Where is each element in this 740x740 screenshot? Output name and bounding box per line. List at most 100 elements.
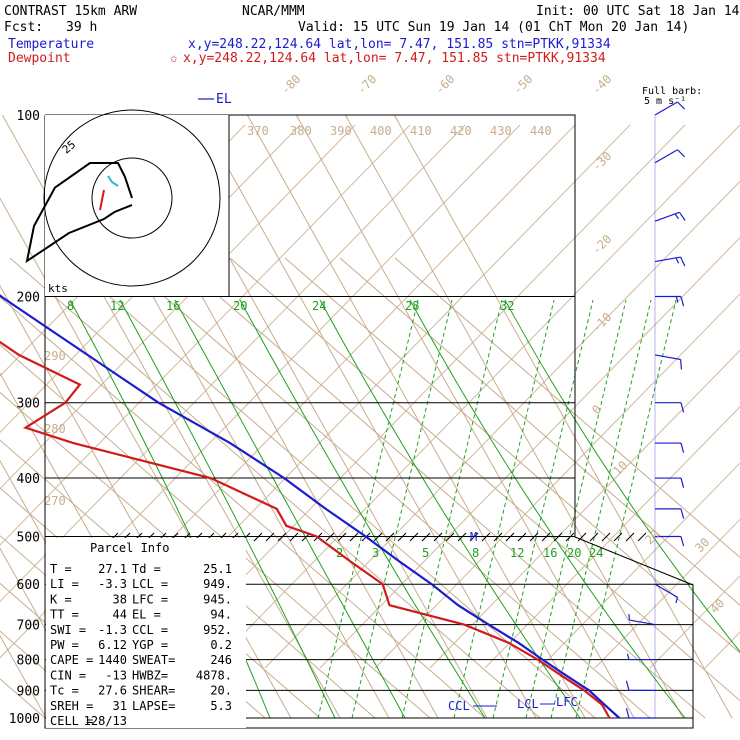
theta-line--2 — [0, 124, 466, 603]
parcel-key-right: LCL = — [132, 577, 168, 591]
theta-line--3 — [0, 124, 411, 546]
wind-barb-flag-150 — [678, 211, 686, 221]
hatch-mark — [385, 532, 395, 542]
pressure-label-300: 300 — [17, 397, 40, 412]
theta-line-5 — [319, 236, 740, 669]
valid-time: Valid: 15 UTC Sun 19 Jan 14 (01 ChT Mon … — [298, 20, 689, 35]
dry-adiabat-15 — [339, 257, 740, 606]
isotherm-label--80: -80 — [278, 72, 303, 97]
dry-adiabat-1 — [0, 630, 101, 719]
pressure-label-500: 500 — [17, 530, 40, 545]
star-icon: ✩ — [170, 51, 178, 66]
parcel-value-left: -13 — [105, 668, 127, 682]
wind-barb-flag-400 — [680, 477, 685, 488]
moist-adiabat-1 — [119, 299, 336, 719]
theta-label-420: 420 — [450, 124, 472, 138]
parcel-info-background — [46, 538, 246, 728]
parcel-key-right: HWBZ= — [132, 668, 168, 682]
hatch-mark — [541, 532, 551, 542]
hatch-mark — [493, 532, 503, 542]
mixing-ratio-line-4 — [492, 299, 594, 719]
wind-barb-staff-700 — [629, 619, 656, 626]
pressure-label-700: 700 — [17, 619, 40, 634]
full-barb-label: Full barb: — [642, 86, 702, 97]
wind-barb-flag-1000 — [625, 708, 630, 719]
moist-adiabat-2 — [174, 299, 406, 719]
wind-barb-flag-900 — [625, 680, 630, 691]
parcel-value-left: 27.6 — [98, 684, 127, 698]
parcel-key-right: YGP = — [132, 638, 168, 652]
hatch-mark — [397, 532, 407, 542]
parcel-value-left: 38 — [113, 592, 127, 606]
parcel-key-right: EL = — [132, 608, 161, 622]
hodograph-outer-ring — [43, 109, 221, 287]
hatch-mark — [253, 532, 263, 542]
wind-barb-flag-200 — [675, 296, 679, 303]
fcst-value: 39 h — [66, 20, 97, 35]
theta-label-370: 370 — [247, 124, 269, 138]
parcel-value-left: 27.1 — [98, 562, 127, 576]
isotherm-50 — [393, 114, 733, 719]
parcel-key-left: SWI = — [50, 623, 86, 637]
wind-barb-staff-100 — [654, 101, 678, 116]
hatch-mark — [409, 532, 419, 542]
mixing-ratio-line-5 — [525, 299, 627, 719]
parcel-key-left: CIN = — [50, 668, 86, 682]
wind-barb-flag-200 — [680, 296, 685, 307]
model-title: CONTRAST 15km ARW — [4, 4, 137, 19]
hatch-mark — [469, 532, 479, 542]
hatch-mark — [577, 532, 587, 542]
mixing-ratio-lower-label-24: 24 — [589, 546, 603, 560]
el-legend-label: EL — [216, 92, 232, 107]
mixing-ratio-line-3 — [453, 299, 555, 719]
wind-barb-flag-600 — [675, 597, 679, 604]
wind-barb-flag-120 — [677, 149, 686, 158]
parcel-value-right: 0.2 — [210, 638, 232, 652]
parcel-value-left: 44 — [113, 608, 127, 622]
center-title: NCAR/MMM — [242, 4, 305, 19]
isotherm-label--70: -70 — [354, 72, 379, 97]
theta-line-8 — [484, 406, 740, 669]
hatch-mark — [289, 532, 299, 542]
parcel-value-left: -1.3 — [98, 623, 127, 637]
hatch-mark — [565, 532, 575, 542]
lfc-marker: LFC — [556, 695, 578, 709]
dewpoint-location: x,y=248.22,124.64 lat,lon= 7.47, 151.85 … — [183, 51, 606, 66]
hodograph-surface-trace — [99, 189, 105, 211]
wind-barb-flag-500 — [680, 536, 685, 547]
parcel-info-title: Parcel Info — [90, 541, 169, 555]
mixing-ratio-line-0 — [317, 299, 419, 719]
isotherm-label--20: -20 — [589, 232, 614, 257]
pressure-label-1000: 1000 — [9, 712, 40, 727]
isotherm-label--50: -50 — [510, 72, 535, 97]
dry-adiabat-14 — [284, 257, 740, 654]
mixing-ratio-lower-label-20: 20 — [567, 546, 581, 560]
el-marker: M — [470, 530, 477, 544]
hatch-mark — [517, 532, 527, 542]
hatch-mark — [481, 532, 491, 542]
moist-adiabat-3 — [239, 299, 486, 719]
theta-label-290: 290 — [44, 349, 66, 363]
wind-barb-flag-175 — [680, 256, 686, 267]
ccl-marker: CCL — [448, 699, 470, 713]
dewpoint-legend: Dewpoint — [8, 51, 71, 66]
parcel-key-left: PW = — [50, 638, 79, 652]
hodograph-trace — [25, 162, 133, 264]
mixing-ratio-line-6 — [550, 299, 652, 719]
dry-adiabat-16 — [394, 257, 740, 559]
mixing-ratio-line-7 — [575, 299, 677, 719]
isotherm-30 — [295, 114, 635, 719]
hatch-mark — [601, 532, 611, 542]
parcel-key-left: Tc = — [50, 684, 79, 698]
wind-barb-staff-250 — [654, 354, 681, 361]
mixing-ratio-upper-label-8: 8 — [67, 299, 74, 313]
parcel-key-right: SWEAT= — [132, 653, 175, 667]
hatch-mark — [349, 532, 359, 542]
pressure-label-600: 600 — [17, 578, 40, 593]
theta-line-9 — [539, 462, 740, 669]
mixing-ratio-lower-label-16: 16 — [543, 546, 557, 560]
parcel-key-right: SHEAR= — [132, 684, 175, 698]
temperature-profile — [0, 294, 621, 719]
mixing-ratio-upper-label-16: 16 — [166, 299, 180, 313]
